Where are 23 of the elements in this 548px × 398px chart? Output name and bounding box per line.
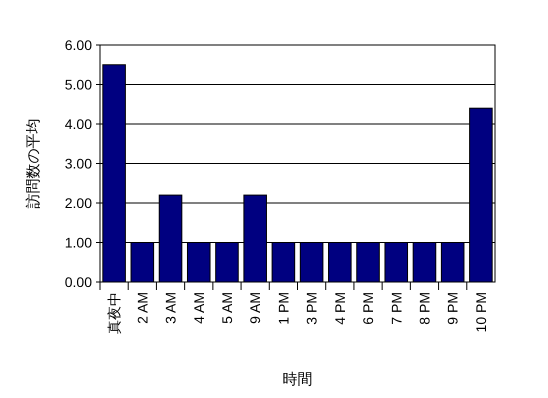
x-tick-label: 5 AM — [218, 292, 235, 324]
x-tick-label: 3 AM — [162, 292, 179, 324]
y-tick-label: 6.00 — [64, 37, 92, 53]
x-tick-label: 10 PM — [472, 292, 489, 332]
x-tick-label: 4 PM — [332, 292, 348, 325]
y-tick-label: 4.00 — [64, 116, 92, 132]
x-tick-label: 真夜中 — [106, 292, 122, 334]
x-tick-label: 1 PM — [275, 292, 292, 325]
x-tick-label: 6 PM — [360, 292, 376, 325]
x-tick-label: 9 AM — [247, 292, 264, 324]
x-axis-title: 時間 — [282, 371, 312, 388]
y-tick-label: 5.00 — [64, 76, 92, 92]
y-tick-label: 2.00 — [64, 195, 92, 211]
x-tick-label: 9 PM — [444, 292, 461, 325]
x-tick-label: 4 AM — [190, 292, 207, 324]
x-tick-label: 2 AM — [134, 292, 150, 324]
y-tick-label: 3.00 — [64, 156, 92, 172]
y-tick-label: 0.00 — [64, 274, 92, 290]
y-tick-label: 1.00 — [64, 234, 92, 250]
y-axis-title: 訪問数の平均 — [25, 118, 42, 208]
x-tick-label: 8 PM — [416, 292, 432, 325]
x-tick-label: 3 PM — [304, 292, 320, 325]
x-tick-label: 7 PM — [388, 292, 404, 325]
